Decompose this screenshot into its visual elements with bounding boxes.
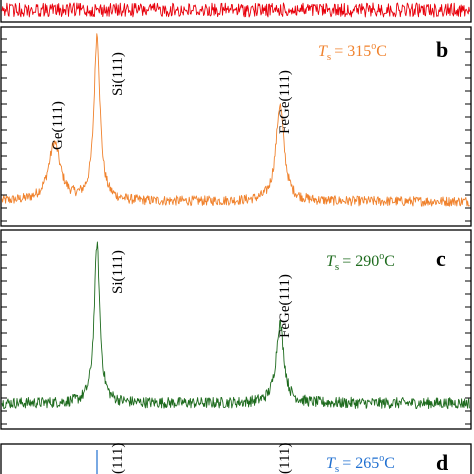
panel-d: (111) (111) Ts = 265oC d xyxy=(0,443,472,474)
panel-letter-c: c xyxy=(436,246,446,271)
panel-c-trace xyxy=(1,241,470,410)
panel-d-frame xyxy=(0,443,472,474)
peak-label-si111-b: Si(111) xyxy=(110,52,126,96)
panel-b-frame xyxy=(0,26,472,227)
peak-label-si111-c: Si(111) xyxy=(110,250,126,294)
peak-label-fege111-c: FeGe(111) xyxy=(277,274,293,338)
axis-ticks xyxy=(1,38,471,425)
temperature-label-d: Ts = 265oC xyxy=(326,453,395,474)
panel-b: Ge(111) Si(111) FeGe(111) Ts = 315oC b xyxy=(0,26,472,227)
peak-label-si111-d: (111) xyxy=(110,443,126,474)
panel-a-frame xyxy=(0,0,472,23)
temperature-label-c: Ts = 290oC xyxy=(326,251,395,273)
panel-c-frame xyxy=(0,229,472,430)
panel-a-trace xyxy=(1,2,471,18)
panel-c: Si(111) FeGe(111) Ts = 290oC c xyxy=(0,229,472,430)
panel-letter-d: d xyxy=(436,450,448,474)
panel-b-trace xyxy=(1,33,470,207)
peak-label-ge111: Ge(111) xyxy=(50,101,66,150)
peak-label-fege111-d: (111) xyxy=(277,443,293,474)
temperature-label-b: Ts = 315oC xyxy=(318,41,387,63)
peak-label-fege111-b: FeGe(111) xyxy=(277,70,293,134)
panel-letter-b: b xyxy=(436,37,448,62)
panel-a xyxy=(0,0,472,23)
